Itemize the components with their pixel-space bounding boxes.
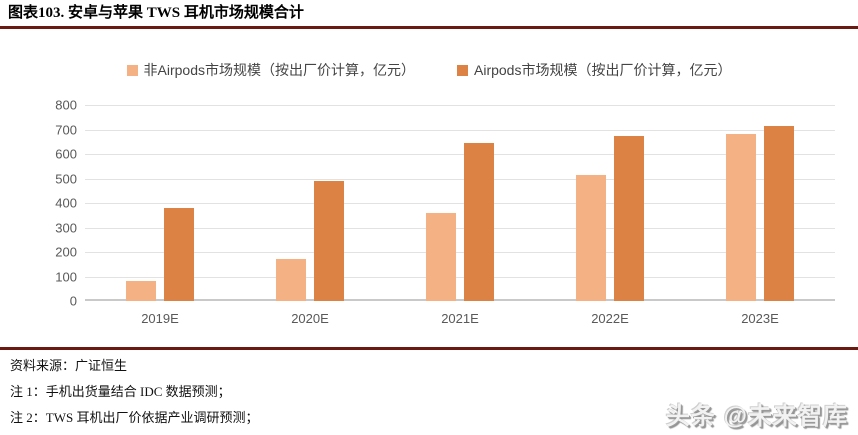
y-tick-label: 500	[55, 171, 77, 186]
gridline	[85, 105, 835, 106]
legend-swatch-non-airpods	[126, 64, 138, 76]
bar-group-2023E	[726, 125, 794, 301]
note-1: 注 1：手机出货量结合 IDC 数据预测；	[10, 384, 231, 399]
footnotes: 资料来源：广证恒生 注 1：手机出货量结合 IDC 数据预测； 注 2：TWS …	[10, 353, 258, 431]
toutiao-watermark: 头条 @未来智库	[665, 403, 848, 430]
bar-airpods-2022E	[614, 135, 644, 301]
gridline	[85, 227, 835, 229]
x-tick-label: 2021E	[441, 311, 479, 326]
x-axis: 2019E 2020E 2021E 2022E 2023E	[85, 311, 835, 326]
bars-row	[85, 105, 835, 301]
gridline	[85, 252, 835, 253]
bar-non-airpods-2021E	[426, 212, 456, 301]
legend-label-non-airpods: 非Airpods市场规模（按出厂价计算，亿元）	[143, 62, 415, 78]
bar-airpods-2019E	[164, 207, 194, 301]
bar-airpods-2023E	[764, 125, 794, 301]
y-tick-label: 400	[55, 195, 77, 211]
bar-chart: 0 100 200 300 400 500 600 700 800 2019E 2020E 2021…	[55, 98, 835, 326]
gridline	[85, 178, 835, 180]
note-2: 注 2：TWS 耳机出厂价依据产业调研预测；	[10, 410, 259, 425]
x-tick-label: 2023E	[741, 311, 779, 326]
bar-non-airpods-2023E	[726, 134, 756, 301]
bar-non-airpods-2020E	[276, 259, 306, 301]
y-tick-label: 100	[55, 269, 77, 284]
y-tick-label: 800	[55, 97, 77, 113]
gridline	[85, 203, 835, 204]
y-tick-label: 700	[55, 122, 77, 137]
y-tick-label: 300	[55, 220, 77, 235]
legend-swatch-airpods	[457, 64, 468, 76]
chart-legend: 非Airpods市场规模（按出厂价计算，亿元） Airpods市场规模（按出厂价…	[0, 60, 858, 80]
bar-non-airpods-2022E	[576, 174, 606, 301]
bar-group-2020E	[276, 180, 344, 301]
gridline	[85, 154, 835, 155]
y-tick-label: 200	[55, 244, 77, 260]
footer-separator-rule	[0, 347, 858, 350]
bar-airpods-2020E	[314, 180, 344, 301]
bar-group-2022E	[576, 135, 644, 301]
bar-airpods-2021E	[464, 143, 494, 301]
y-tick-label: 600	[55, 146, 77, 162]
figure-header: 图表103. 安卓与苹果 TWS 耳机市场规模合计	[0, 0, 858, 26]
gridline	[85, 276, 835, 278]
x-tick-label: 2022E	[591, 311, 629, 326]
source-note: 资料来源：广证恒生	[10, 358, 128, 373]
figure-title: 图表103. 安卓与苹果 TWS 耳机市场规模合计	[8, 5, 304, 21]
legend-label-airpods: Airpods市场规模（按出厂价计算，亿元）	[474, 62, 732, 78]
bar-group-2021E	[426, 143, 494, 301]
bar-non-airpods-2019E	[126, 281, 156, 301]
plot-area: 0 100 200 300 400 500 600 700 800	[55, 98, 835, 309]
legend-item-non-airpods: 非Airpods市场规模（按出厂价计算，亿元）	[126, 60, 415, 80]
x-tick-label: 2019E	[141, 311, 179, 326]
title-separator-rule	[0, 26, 858, 29]
bar-group-2019E	[126, 207, 194, 301]
gridline	[85, 129, 835, 131]
x-tick-label: 2020E	[291, 311, 329, 326]
y-tick-label: 0	[69, 293, 77, 309]
legend-item-airpods: Airpods市场规模（按出厂价计算，亿元）	[457, 60, 731, 80]
